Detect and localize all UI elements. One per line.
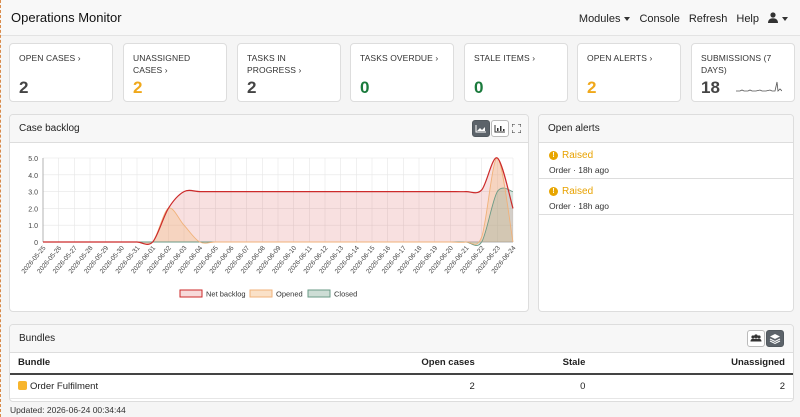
chevron-down-icon [624,16,631,21]
bar-chart-toggle[interactable] [491,120,509,137]
panel-title: Open alerts [548,123,600,134]
bundles-panel: Bundles Bundle Open cases Stale Unassign… [9,324,794,402]
card-label: TASKS IN PROGRESS › [247,53,302,75]
legend-swatch [249,289,273,298]
card-value: 0 [360,78,370,98]
card-label: TASKS OVERDUE › [360,53,439,63]
nav-modules[interactable]: Modules [579,13,631,25]
y-tick-label: 0 [34,240,38,247]
table-row[interactable]: Order Fulfilment 2 0 2 [10,374,793,399]
card-tasks-overdue[interactable]: TASKS OVERDUE › 0 [350,43,454,102]
card-submissions[interactable]: SUBMISSIONS (7 DAYS) 18 [691,43,795,102]
panel-title: Case backlog [19,123,80,134]
series-line-net-backlog [42,157,514,245]
alert-meta: Order · 18h ago [549,165,610,175]
app-title[interactable]: Operations Monitor [11,10,122,25]
nav-modules-label: Modules [578,12,621,25]
panel-header: Bundles [10,325,793,353]
chevron-down-icon [782,17,788,22]
nav-refresh[interactable]: Refresh [688,12,728,25]
card-value: 2 [247,78,257,98]
card-value: 0 [474,78,484,98]
nav-console[interactable]: Console [639,12,680,25]
table-header-row: Bundle Open cases Stale Unassigned [10,352,793,375]
series-area-net-backlog [43,157,513,245]
panel-header: Open alerts [539,115,793,143]
col-open-cases[interactable]: Open cases [284,352,483,375]
layers-view-toggle[interactable] [766,330,784,347]
group-view-toggle[interactable] [747,330,765,347]
area-chart-toggle[interactable] [472,120,490,137]
warning-icon: ! [549,151,558,160]
stale-cell: 0 [482,374,594,399]
open-cases-cell: 2 [284,374,483,399]
nav-menu: Modules Console Refresh Help [570,12,788,25]
bundle-name[interactable]: Order Fulfilment [30,380,99,392]
bundles-table: Bundle Open cases Stale Unassigned Order… [10,352,793,399]
updated-timestamp: Updated: 2026-06-24 00:34:44 [10,405,126,415]
case-backlog-chart: 01.02.03.04.05.02026-05-252026-05-262026… [20,156,517,299]
card-label: OPEN CASES › [19,53,81,63]
alert-status: Raised [562,186,594,197]
col-bundle[interactable]: Bundle [10,352,285,375]
users-icon [750,334,762,342]
y-tick-label: 2.0 [28,206,38,213]
card-open-cases[interactable]: OPEN CASES › 2 [9,43,113,102]
case-backlog-panel: Case backlog 0 1.0 2.0 3.0 4.0 5.0 2026-05-25 2… [9,114,529,312]
y-tick-label: 5.0 [28,156,38,163]
col-unassigned[interactable]: Unassigned [593,352,793,375]
expand-icon[interactable] [512,124,521,133]
open-alerts-panel: Open alerts ! Raised Order · 18h ago ! R… [538,114,794,312]
panel-header: Case backlog [10,115,528,143]
legend-swatch [179,289,203,298]
card-value: 2 [19,78,29,98]
card-label: UNASSIGNED CASES › [133,53,191,75]
card-value: 2 [133,78,143,98]
card-label: STALE ITEMS › [474,53,536,63]
y-tick-label: 4.0 [28,173,38,180]
warning-icon: ! [549,187,558,196]
user-menu[interactable] [768,12,788,25]
page-edge-line [0,0,1,417]
legend-label: Net backlog [206,290,246,299]
alert-item[interactable]: ! Raised Order · 18h ago [539,179,793,215]
card-value: 18 [701,78,720,98]
bundle-cell: Order Fulfilment [10,374,285,399]
alert-status: Raised [562,150,594,161]
card-tasks-in-progress[interactable]: TASKS IN PROGRESS › 2 [237,43,341,102]
card-unassigned-cases[interactable]: UNASSIGNED CASES › 2 [123,43,227,102]
layers-icon [769,334,781,345]
col-stale[interactable]: Stale [482,352,594,375]
user-icon [768,12,778,23]
y-tick-label: 3.0 [28,190,38,197]
card-label: OPEN ALERTS › [587,53,653,63]
card-open-alerts[interactable]: OPEN ALERTS › 2 [577,43,681,102]
legend-label: Closed [334,290,357,299]
y-tick-label: 1.0 [28,223,38,230]
bar-chart-icon [494,125,505,133]
bundle-swatch [18,380,27,390]
legend-label: Opened [276,290,303,299]
card-label: SUBMISSIONS (7 DAYS) [701,53,772,75]
legend-swatch [307,289,331,298]
unassigned-cell: 2 [593,374,793,399]
panel-title: Bundles [19,333,56,344]
submissions-sparkline [736,81,782,92]
card-value: 2 [587,78,597,98]
card-stale-items[interactable]: STALE ITEMS › 0 [464,43,568,102]
area-chart-icon [475,125,486,133]
alert-item[interactable]: ! Raised Order · 18h ago [539,143,793,179]
alert-meta: Order · 18h ago [549,201,610,211]
nav-help[interactable]: Help [736,12,759,25]
top-navbar: Operations Monitor Modules Console Refre… [1,0,800,36]
